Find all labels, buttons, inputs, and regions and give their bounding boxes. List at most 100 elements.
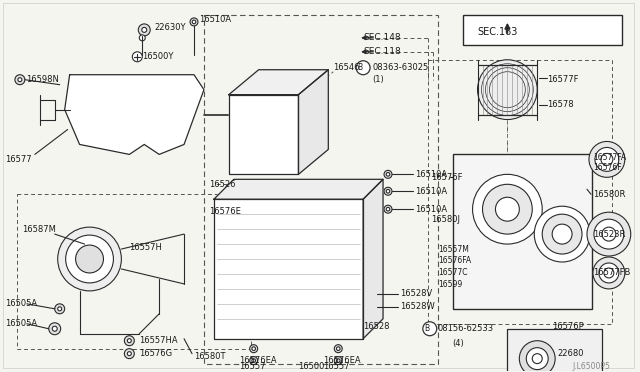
- Circle shape: [526, 348, 548, 370]
- Circle shape: [369, 290, 377, 298]
- Circle shape: [132, 52, 142, 62]
- Text: 16577: 16577: [5, 155, 31, 164]
- Bar: [508, 329, 602, 372]
- Circle shape: [595, 147, 619, 171]
- Circle shape: [587, 212, 631, 256]
- Circle shape: [124, 336, 134, 346]
- Polygon shape: [229, 70, 328, 94]
- Bar: [463, 15, 622, 45]
- Bar: [428, 60, 612, 324]
- Circle shape: [371, 305, 375, 309]
- Circle shape: [15, 75, 25, 85]
- Text: 16577FB: 16577FB: [593, 269, 630, 278]
- Circle shape: [542, 214, 582, 254]
- Text: B: B: [424, 324, 429, 333]
- Circle shape: [601, 153, 613, 166]
- Text: 16576G: 16576G: [140, 349, 172, 358]
- Circle shape: [127, 93, 171, 137]
- Circle shape: [599, 263, 619, 283]
- Circle shape: [66, 235, 113, 283]
- Circle shape: [124, 349, 134, 359]
- Bar: [204, 15, 438, 363]
- Text: 16505A: 16505A: [5, 319, 37, 328]
- Circle shape: [142, 108, 156, 122]
- Text: 16599: 16599: [438, 280, 462, 289]
- Text: SEC.148: SEC.148: [363, 33, 401, 42]
- Text: 16510A: 16510A: [415, 187, 447, 196]
- Polygon shape: [298, 70, 328, 174]
- Text: 16598N: 16598N: [26, 75, 59, 84]
- Circle shape: [18, 78, 22, 82]
- Circle shape: [252, 347, 255, 350]
- Circle shape: [138, 24, 150, 36]
- Text: 16580J: 16580J: [431, 215, 460, 224]
- Text: 16580T: 16580T: [194, 352, 225, 361]
- Circle shape: [384, 205, 392, 213]
- Text: 16510A: 16510A: [199, 15, 231, 25]
- Text: 16546: 16546: [333, 63, 360, 72]
- Circle shape: [76, 245, 104, 273]
- Circle shape: [250, 345, 258, 353]
- Text: 16526: 16526: [209, 180, 236, 189]
- Circle shape: [135, 100, 163, 128]
- Circle shape: [192, 20, 196, 24]
- Circle shape: [371, 292, 375, 296]
- Text: 16576F: 16576F: [593, 163, 621, 172]
- Text: 16576FA: 16576FA: [438, 257, 471, 266]
- Text: 16528W: 16528W: [400, 302, 435, 311]
- Circle shape: [594, 219, 624, 249]
- Circle shape: [519, 341, 555, 372]
- Text: 16510A: 16510A: [415, 205, 447, 214]
- Text: 16577C: 16577C: [438, 269, 467, 278]
- Circle shape: [337, 359, 340, 362]
- Text: 16576F: 16576F: [431, 173, 462, 182]
- Text: 22680: 22680: [557, 349, 584, 358]
- Circle shape: [483, 184, 532, 234]
- Circle shape: [532, 354, 542, 363]
- Circle shape: [386, 208, 390, 211]
- Circle shape: [386, 189, 390, 193]
- Circle shape: [58, 227, 122, 291]
- Circle shape: [604, 268, 614, 278]
- Polygon shape: [229, 94, 298, 174]
- Text: 16500Y: 16500Y: [142, 52, 173, 61]
- Text: (1): (1): [372, 75, 384, 84]
- Text: 16557M: 16557M: [438, 244, 468, 254]
- Circle shape: [49, 323, 61, 335]
- Text: B: B: [358, 63, 363, 72]
- Polygon shape: [65, 75, 204, 154]
- Circle shape: [602, 227, 616, 241]
- Text: 08363-63025: 08363-63025: [372, 63, 428, 72]
- Polygon shape: [363, 179, 383, 339]
- Polygon shape: [214, 179, 383, 199]
- Circle shape: [369, 303, 377, 311]
- Text: 16528V: 16528V: [400, 289, 432, 298]
- Text: J.L6500P5: J.L6500P5: [572, 362, 610, 371]
- Text: 08156-62533: 08156-62533: [438, 324, 494, 333]
- Circle shape: [127, 339, 131, 343]
- Text: 16577F: 16577F: [547, 75, 579, 84]
- Circle shape: [334, 357, 342, 365]
- Text: 16505A: 16505A: [5, 299, 37, 308]
- Circle shape: [52, 326, 57, 331]
- Circle shape: [384, 187, 392, 195]
- Text: 16557: 16557: [323, 362, 350, 371]
- Text: 16580R: 16580R: [593, 190, 625, 199]
- Circle shape: [423, 322, 436, 336]
- Text: 16576E: 16576E: [209, 207, 241, 216]
- Circle shape: [250, 357, 258, 365]
- Text: (4): (4): [452, 339, 465, 348]
- Circle shape: [384, 170, 392, 178]
- Circle shape: [472, 174, 542, 244]
- Text: 16523R: 16523R: [593, 230, 625, 238]
- Circle shape: [337, 347, 340, 350]
- Polygon shape: [214, 199, 363, 339]
- Text: 16557: 16557: [239, 362, 265, 371]
- Text: 22630Y: 22630Y: [154, 23, 186, 32]
- Bar: [17, 194, 251, 349]
- Text: 16528: 16528: [363, 322, 390, 331]
- Circle shape: [127, 352, 131, 356]
- Text: 16578: 16578: [547, 100, 574, 109]
- Circle shape: [140, 35, 145, 41]
- Circle shape: [589, 141, 625, 177]
